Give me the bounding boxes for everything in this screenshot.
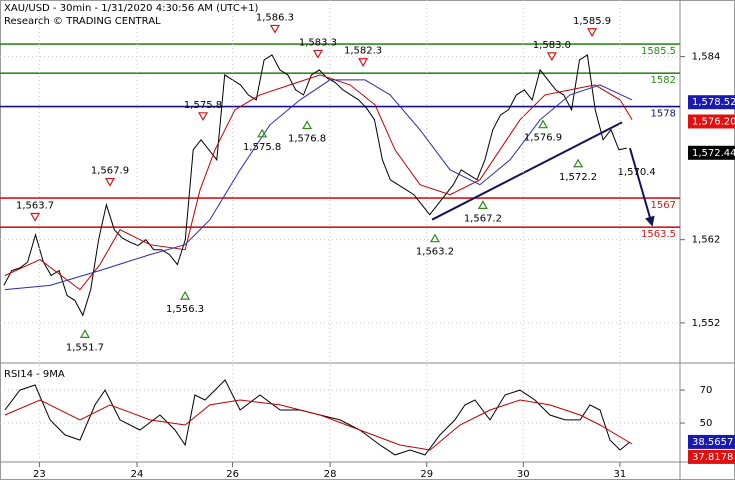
annotation-label: 1,556.3 — [166, 304, 204, 315]
annotation-label: 1,567.9 — [91, 166, 129, 177]
support-marker — [573, 158, 584, 168]
value-box-label: 38.5657 — [692, 437, 733, 448]
x-tick-label: 24 — [131, 469, 144, 480]
level-label: 1582 — [651, 75, 676, 86]
series-line — [3, 54, 627, 317]
x-tick-label: 23 — [33, 469, 46, 480]
series-line — [4, 379, 631, 456]
y-tick-label: 1,584 — [692, 52, 721, 63]
annotation-label: 1,575.8 — [184, 100, 222, 111]
support-marker — [302, 120, 313, 130]
annotation-label: 1,570.4 — [618, 167, 656, 178]
level-label: 1585.5 — [641, 46, 676, 57]
price-box-label: 1,576.20 — [692, 116, 735, 127]
resistance-marker — [546, 52, 557, 62]
y-tick-label: 1,552 — [692, 318, 721, 329]
annotation-label: 1,582.3 — [344, 46, 382, 57]
value-box-label: 37.8178 — [692, 452, 733, 463]
annotation-label: 1,567.2 — [464, 213, 502, 224]
y-tick-label: 1,562 — [692, 235, 721, 246]
value-box — [688, 449, 735, 464]
resistance-marker — [312, 49, 323, 59]
resistance-marker — [269, 24, 280, 34]
annotation-label: 1,563.7 — [16, 201, 54, 212]
price-box — [688, 95, 735, 110]
support-marker — [180, 290, 191, 300]
annotation-label: 1,583.0 — [533, 40, 571, 51]
rsi-title: RSI14 - 9MA — [4, 369, 65, 380]
x-tick-label: 28 — [324, 469, 337, 480]
level-label: 1563.5 — [641, 229, 676, 240]
series-line — [4, 399, 633, 451]
annotation-label: 1,576.8 — [288, 134, 326, 145]
value-box — [688, 434, 735, 449]
x-tick-label: 31 — [614, 469, 627, 480]
price-box-label: 1,578.52 — [692, 97, 735, 108]
resistance-marker — [358, 58, 369, 67]
chart-title: XAU/USD - 30min - 1/31/2020 4:30:56 AM (… — [4, 3, 259, 14]
price-box — [688, 145, 735, 160]
support-marker — [537, 119, 549, 129]
support-marker — [477, 200, 488, 209]
x-tick-label: 29 — [420, 469, 433, 480]
resistance-marker — [587, 28, 598, 37]
price-box-label: 1,572.44 — [692, 148, 735, 159]
x-tick-label: 30 — [517, 469, 530, 480]
x-tick-label: 26 — [226, 469, 239, 480]
y-tick-label: 70 — [700, 385, 713, 396]
support-marker — [79, 329, 90, 338]
annotation-label: 1,551.7 — [66, 342, 104, 353]
support-marker — [257, 128, 268, 138]
annotation-label: 1,563.2 — [416, 247, 454, 258]
level-label: 1567 — [651, 200, 676, 211]
annotation-label: 1,572.2 — [559, 172, 597, 183]
level-label: 1578 — [651, 109, 676, 120]
trend-line — [431, 121, 623, 221]
series-line — [4, 79, 633, 291]
trend-arrow — [628, 147, 655, 227]
resistance-marker — [104, 177, 116, 187]
chart-subtitle: Research © TRADING CENTRAL — [4, 16, 161, 27]
resistance-marker — [30, 212, 41, 222]
price-box — [688, 114, 735, 129]
annotation-label: 1,576.9 — [524, 133, 562, 144]
support-marker — [429, 233, 441, 243]
resistance-marker — [197, 112, 209, 122]
annotation-label: 1,575.8 — [243, 142, 281, 153]
annotation-label: 1,585.9 — [573, 16, 611, 27]
y-tick-label: 50 — [700, 418, 713, 429]
annotation-label: 1,586.3 — [256, 12, 294, 23]
annotation-label: 1,583.3 — [299, 37, 337, 48]
